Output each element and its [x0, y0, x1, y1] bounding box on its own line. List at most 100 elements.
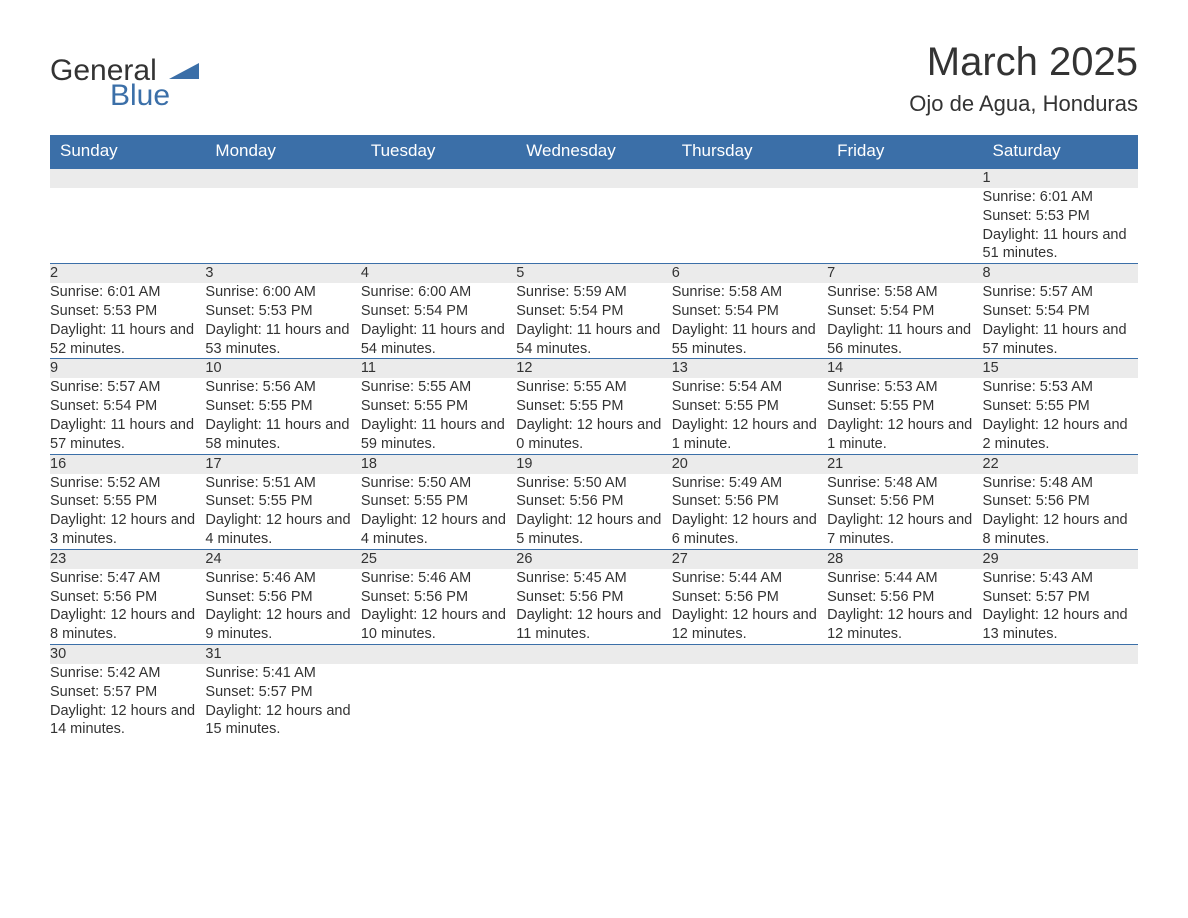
day-detail-cell: [672, 188, 827, 264]
day-detail-cell: [983, 664, 1138, 739]
day-detail-cell: Sunrise: 5:49 AMSunset: 5:56 PMDaylight:…: [672, 474, 827, 550]
sunset-text: Sunset: 5:56 PM: [983, 492, 1138, 511]
sunset-text: Sunset: 5:55 PM: [672, 397, 827, 416]
sunrise-text: Sunrise: 5:53 AM: [983, 378, 1138, 397]
day-detail-cell: Sunrise: 5:45 AMSunset: 5:56 PMDaylight:…: [516, 569, 671, 645]
daylight-text: Daylight: 12 hours and 4 minutes.: [205, 511, 360, 549]
day-number-cell: 24: [205, 549, 360, 568]
sunset-text: Sunset: 5:54 PM: [672, 302, 827, 321]
day-number: 20: [672, 456, 688, 472]
day-number-cell: [672, 645, 827, 664]
daylight-text: Daylight: 12 hours and 4 minutes.: [361, 511, 516, 549]
day-number: 27: [672, 551, 688, 567]
daylight-text: Daylight: 11 hours and 57 minutes.: [983, 321, 1138, 359]
day-number: 16: [50, 456, 66, 472]
daylight-text: Daylight: 11 hours and 53 minutes.: [205, 321, 360, 359]
day-detail-cell: [672, 664, 827, 739]
sunrise-text: Sunrise: 5:43 AM: [983, 569, 1138, 588]
day-number-cell: [516, 645, 671, 664]
weekday-header-row: Sunday Monday Tuesday Wednesday Thursday…: [50, 135, 1138, 168]
sunset-text: Sunset: 5:54 PM: [983, 302, 1138, 321]
sunrise-text: Sunrise: 5:55 AM: [361, 378, 516, 397]
day-number-cell: [983, 645, 1138, 664]
title-block: March 2025 Ojo de Agua, Honduras: [909, 40, 1138, 117]
day-number: 1: [983, 170, 991, 186]
day-number-cell: 13: [672, 359, 827, 378]
day-number-cell: 14: [827, 359, 982, 378]
daynum-row: 1: [50, 168, 1138, 188]
day-number: 29: [983, 551, 999, 567]
day-number: 11: [361, 360, 376, 376]
day-number: 18: [361, 456, 377, 472]
day-number-cell: 23: [50, 549, 205, 568]
sunrise-text: Sunrise: 5:44 AM: [827, 569, 982, 588]
sunrise-text: Sunrise: 5:50 AM: [516, 474, 671, 493]
daylight-text: Daylight: 11 hours and 54 minutes.: [361, 321, 516, 359]
day-number: 30: [50, 646, 66, 662]
sunrise-text: Sunrise: 5:53 AM: [827, 378, 982, 397]
col-sunday: Sunday: [50, 135, 205, 168]
day-number-cell: [516, 168, 671, 188]
day-number-cell: 5: [516, 264, 671, 283]
sunset-text: Sunset: 5:56 PM: [516, 492, 671, 511]
day-detail-cell: [50, 188, 205, 264]
daylight-text: Daylight: 12 hours and 0 minutes.: [516, 416, 671, 454]
sunset-text: Sunset: 5:55 PM: [983, 397, 1138, 416]
day-number: 2: [50, 265, 58, 281]
sunrise-text: Sunrise: 5:41 AM: [205, 664, 360, 683]
daylight-text: Daylight: 12 hours and 11 minutes.: [516, 606, 671, 644]
day-number-cell: 4: [361, 264, 516, 283]
day-number: 19: [516, 456, 532, 472]
day-detail-cell: Sunrise: 5:50 AMSunset: 5:56 PMDaylight:…: [516, 474, 671, 550]
location-label: Ojo de Agua, Honduras: [909, 91, 1138, 117]
day-number-cell: 2: [50, 264, 205, 283]
sunrise-text: Sunrise: 5:46 AM: [205, 569, 360, 588]
day-detail-cell: Sunrise: 6:01 AMSunset: 5:53 PMDaylight:…: [983, 188, 1138, 264]
daylight-text: Daylight: 11 hours and 58 minutes.: [205, 416, 360, 454]
sunset-text: Sunset: 5:55 PM: [361, 397, 516, 416]
sunset-text: Sunset: 5:55 PM: [361, 492, 516, 511]
day-number-cell: 16: [50, 454, 205, 473]
day-number: 17: [205, 456, 221, 472]
sunset-text: Sunset: 5:54 PM: [50, 397, 205, 416]
day-number-cell: [205, 168, 360, 188]
detail-row: Sunrise: 6:01 AMSunset: 5:53 PMDaylight:…: [50, 188, 1138, 264]
daynum-row: 23242526272829: [50, 549, 1138, 568]
day-number-cell: 26: [516, 549, 671, 568]
sunrise-text: Sunrise: 6:00 AM: [205, 283, 360, 302]
day-detail-cell: Sunrise: 5:59 AMSunset: 5:54 PMDaylight:…: [516, 283, 671, 359]
day-detail-cell: Sunrise: 5:55 AMSunset: 5:55 PMDaylight:…: [361, 378, 516, 454]
day-number: 7: [827, 265, 835, 281]
day-number-cell: 7: [827, 264, 982, 283]
sunset-text: Sunset: 5:56 PM: [672, 492, 827, 511]
daylight-text: Daylight: 12 hours and 6 minutes.: [672, 511, 827, 549]
day-number-cell: 6: [672, 264, 827, 283]
sunset-text: Sunset: 5:55 PM: [516, 397, 671, 416]
calendar-table: Sunday Monday Tuesday Wednesday Thursday…: [50, 135, 1138, 739]
day-detail-cell: Sunrise: 5:43 AMSunset: 5:57 PMDaylight:…: [983, 569, 1138, 645]
daylight-text: Daylight: 12 hours and 12 minutes.: [827, 606, 982, 644]
brand-icon: [169, 59, 199, 85]
daylight-text: Daylight: 11 hours and 57 minutes.: [50, 416, 205, 454]
detail-row: Sunrise: 5:42 AMSunset: 5:57 PMDaylight:…: [50, 664, 1138, 739]
daylight-text: Daylight: 11 hours and 52 minutes.: [50, 321, 205, 359]
day-number-cell: 18: [361, 454, 516, 473]
daylight-text: Daylight: 12 hours and 12 minutes.: [672, 606, 827, 644]
day-number-cell: 3: [205, 264, 360, 283]
day-number-cell: 22: [983, 454, 1138, 473]
daylight-text: Daylight: 12 hours and 1 minute.: [827, 416, 982, 454]
day-number: 14: [827, 360, 843, 376]
day-detail-cell: Sunrise: 5:56 AMSunset: 5:55 PMDaylight:…: [205, 378, 360, 454]
day-detail-cell: Sunrise: 6:00 AMSunset: 5:53 PMDaylight:…: [205, 283, 360, 359]
sunrise-text: Sunrise: 5:50 AM: [361, 474, 516, 493]
sunset-text: Sunset: 5:57 PM: [205, 683, 360, 702]
col-thursday: Thursday: [672, 135, 827, 168]
daylight-text: Daylight: 12 hours and 5 minutes.: [516, 511, 671, 549]
sunrise-text: Sunrise: 5:45 AM: [516, 569, 671, 588]
day-detail-cell: Sunrise: 5:44 AMSunset: 5:56 PMDaylight:…: [827, 569, 982, 645]
day-number: 10: [205, 360, 221, 376]
sunrise-text: Sunrise: 6:01 AM: [50, 283, 205, 302]
sunset-text: Sunset: 5:56 PM: [827, 492, 982, 511]
sunset-text: Sunset: 5:55 PM: [50, 492, 205, 511]
daylight-text: Daylight: 12 hours and 2 minutes.: [983, 416, 1138, 454]
